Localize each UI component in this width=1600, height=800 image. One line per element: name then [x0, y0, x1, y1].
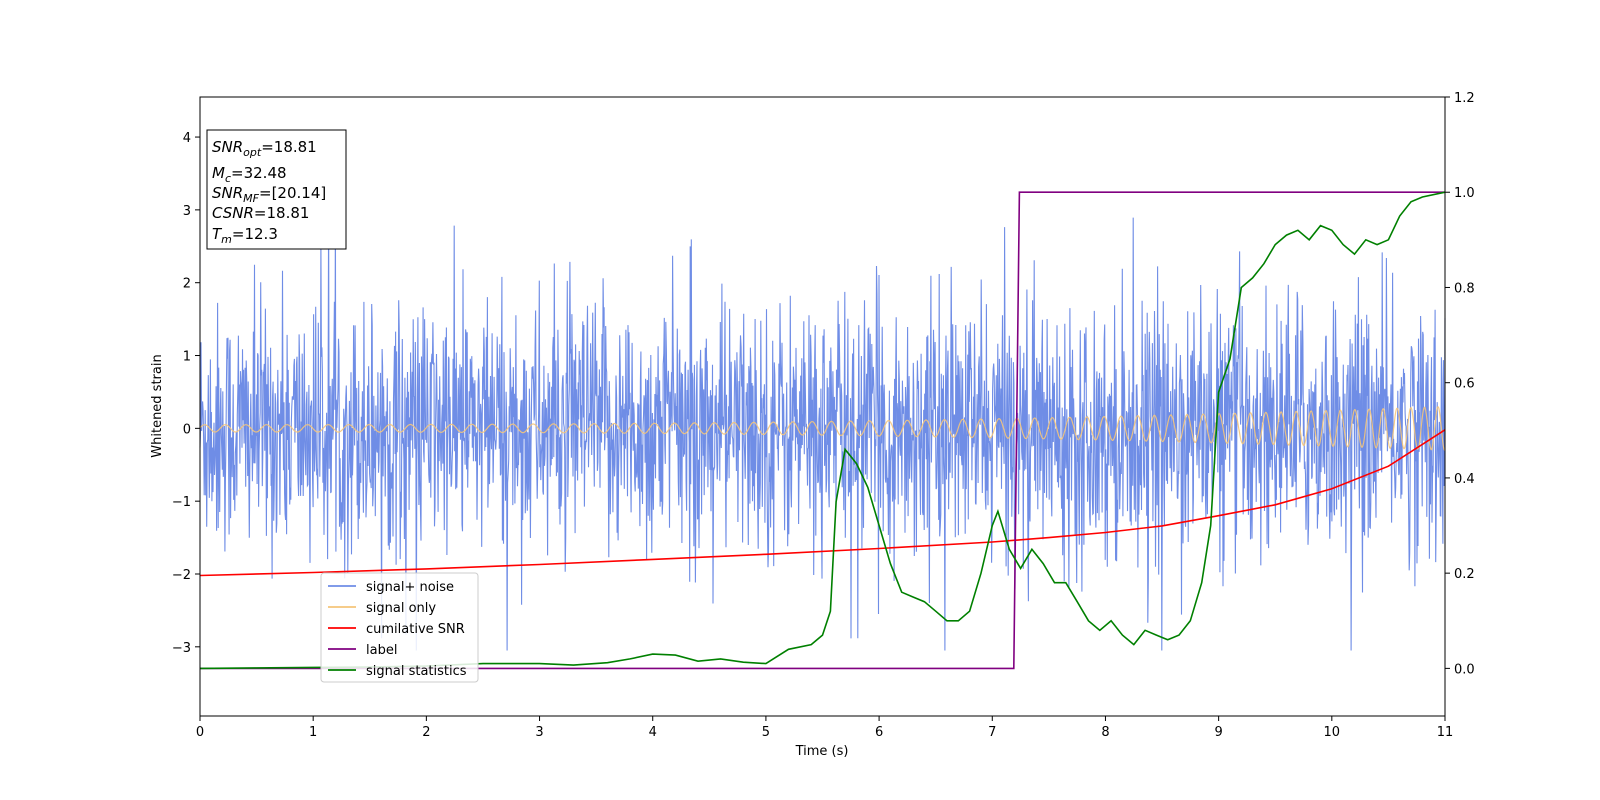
y-tick-label: 3 — [183, 204, 191, 219]
series-line-cumsnr — [199, 429, 1446, 577]
y-tick-label: 1 — [183, 350, 191, 365]
series-layer — [199, 191, 1446, 670]
y-axis-right: 0.0 0.2 0.4 0.6 0.8 1.0 1.2 — [1445, 91, 1475, 677]
y2-tick-label: 0.6 — [1454, 377, 1475, 392]
info-line: SNRMF=[20.14] — [212, 184, 326, 205]
x-tick-label: 5 — [762, 725, 770, 740]
series-line-stat — [199, 191, 1446, 670]
y2-tick-label: 1.2 — [1454, 91, 1475, 106]
y-tick-label: −2 — [172, 568, 191, 583]
x-axis-label: Time (s) — [795, 744, 849, 759]
y2-tick-label: 0.4 — [1454, 472, 1475, 487]
legend: signal+ noise signal only cumilative SNR la… — [320, 572, 479, 683]
x-tick-label: 7 — [988, 725, 996, 740]
y-axis-left: −3 −2 −1 0 1 2 3 4 — [172, 131, 200, 656]
info-box-frame — [206, 129, 347, 250]
y-tick-label: −3 — [172, 641, 191, 656]
x-tick-label: 10 — [1324, 725, 1341, 740]
x-tick-label: 9 — [1214, 725, 1222, 740]
y2-tick-label: 0.0 — [1454, 662, 1475, 677]
y-tick-label: 0 — [183, 422, 191, 437]
legend-label-label: label — [366, 643, 397, 658]
x-tick-label: 8 — [1101, 725, 1109, 740]
info-line: Tm=12.3 — [212, 225, 278, 246]
x-tick-label: 1 — [309, 725, 317, 740]
legend-label-noise: signal+ noise — [366, 580, 454, 595]
x-tick-label: 4 — [649, 725, 657, 740]
x-tick-label: 11 — [1437, 725, 1454, 740]
legend-label-signal: signal only — [366, 601, 436, 616]
y2-tick-label: 1.0 — [1454, 186, 1475, 201]
series-line-noise — [199, 209, 1446, 651]
legend-frame — [320, 572, 479, 683]
info-line: Mc=32.48 — [212, 164, 287, 185]
info-line: CSNR=18.81 — [212, 204, 309, 222]
x-axis: 0 1 2 3 4 5 6 7 8 9 10 11 — [196, 716, 1453, 740]
series-line-signal — [199, 406, 1446, 452]
axes-frame — [199, 96, 1446, 717]
y-tick-label: 4 — [183, 131, 191, 146]
x-tick-label: 2 — [422, 725, 430, 740]
x-tick-label: 3 — [535, 725, 543, 740]
y-axis-label: Whitened strain — [150, 354, 165, 457]
y2-tick-label: 0.2 — [1454, 567, 1475, 582]
y-tick-label: −1 — [172, 495, 191, 510]
info-box: SNRopt=18.81 Mc=32.48SNRMF=[20.14]CSNR=18… — [206, 129, 347, 250]
legend-label-stat: signal statistics — [366, 664, 467, 679]
legend-label-cumsnr: cumilative SNR — [366, 622, 465, 637]
y-tick-label: 2 — [183, 277, 191, 292]
y2-tick-label: 0.8 — [1454, 281, 1475, 296]
series-line-label — [200, 191, 1445, 670]
info-line: SNRopt=18.81 — [212, 138, 317, 159]
x-tick-label: 6 — [875, 725, 883, 740]
x-tick-label: 0 — [196, 725, 204, 740]
